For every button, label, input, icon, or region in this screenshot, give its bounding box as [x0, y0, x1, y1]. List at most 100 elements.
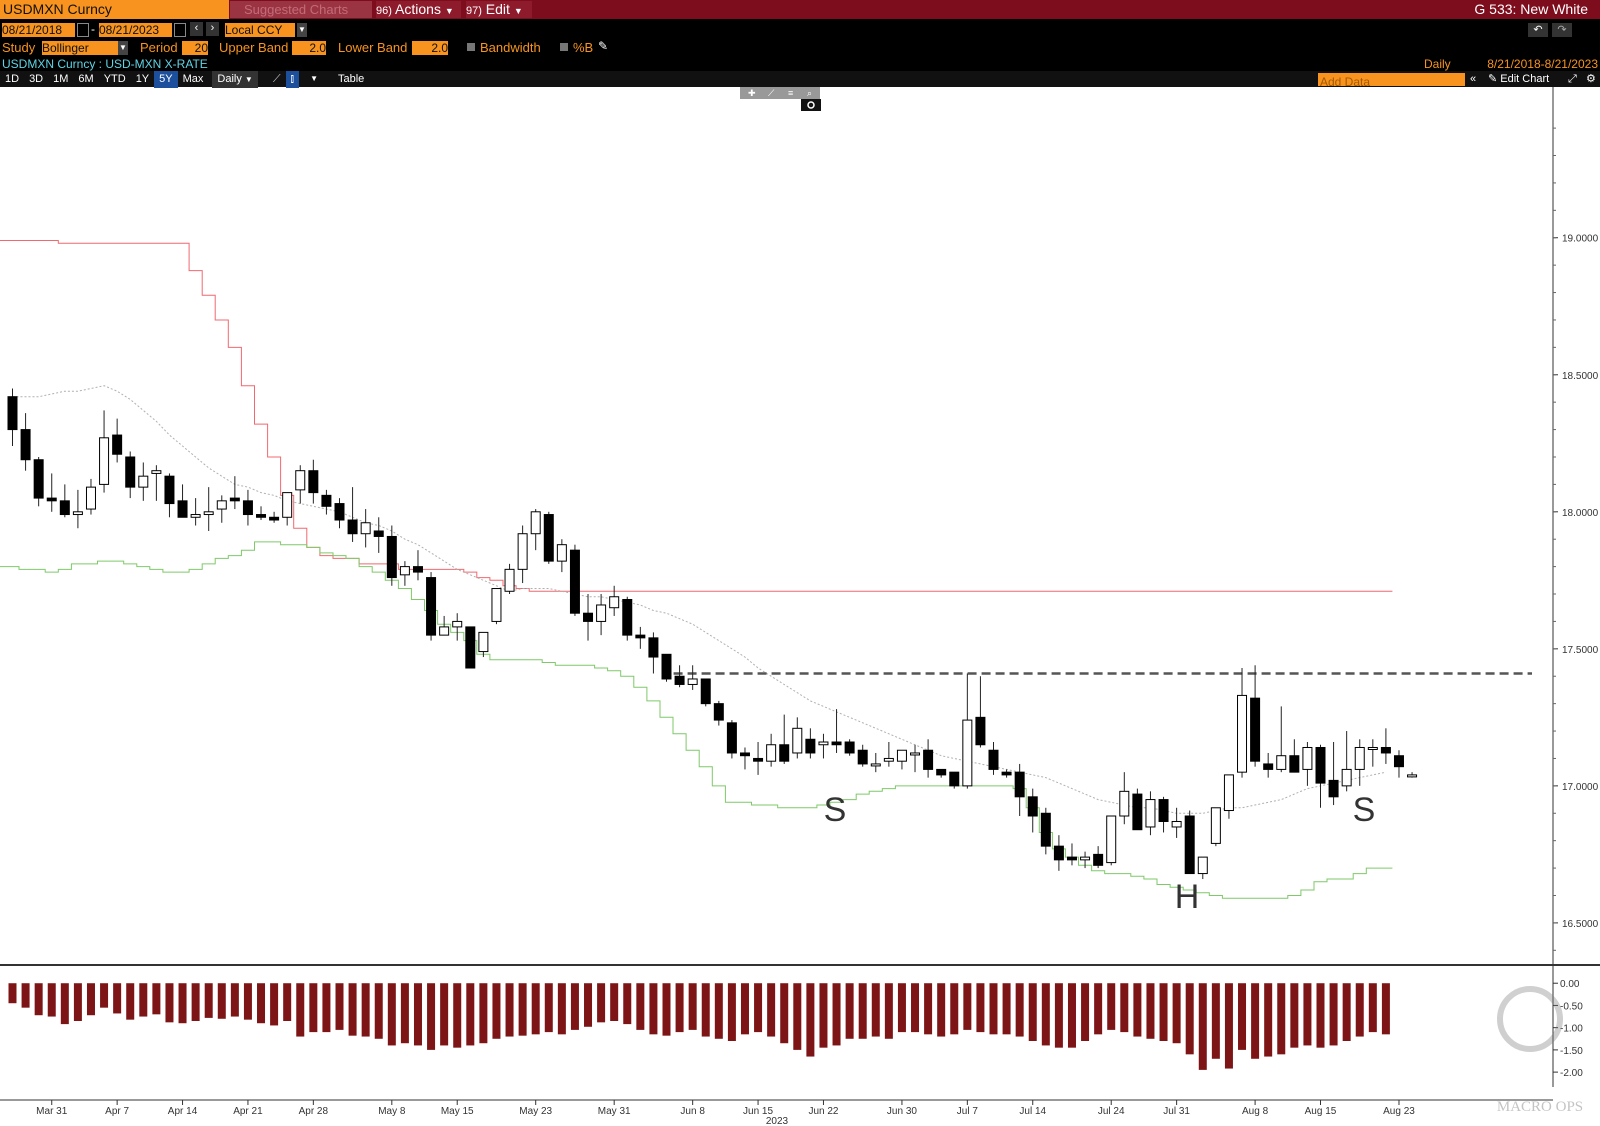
resize-icon[interactable]: ⤢	[1568, 73, 1577, 85]
chart-tool-palette[interactable]: ✚ ⟋ ≡ ⌕	[740, 87, 821, 111]
pctb-bar	[257, 983, 266, 1024]
next-arrow-icon[interactable]: ›	[206, 22, 219, 36]
pctb-bar	[701, 983, 710, 1037]
study-select[interactable]: Bollinger	[42, 41, 126, 55]
table-button[interactable]: Table	[338, 73, 365, 85]
tab-6m[interactable]: 6M	[78, 73, 94, 85]
pctb-bar	[113, 983, 122, 1014]
actions-label: Actions	[395, 1, 441, 17]
candle-body	[269, 516, 280, 521]
pctb-bar	[296, 983, 305, 1037]
pctb-bar	[348, 983, 357, 1036]
pctb-bar	[453, 983, 462, 1048]
tab-5y[interactable]: 5Y	[154, 71, 178, 88]
candle-body	[360, 522, 371, 535]
suggested-charts-button[interactable]: Suggested Charts	[230, 1, 372, 18]
pctb-bar	[871, 983, 880, 1037]
ticker-input[interactable]: USDMXN Curncy	[0, 0, 229, 19]
draw-line-icon[interactable]: ⟋	[768, 88, 775, 98]
top-toolbar: USDMXN Curncy Suggested Charts 96) Actio…	[0, 0, 1600, 19]
candle-body	[596, 604, 607, 622]
candle-body	[1053, 845, 1064, 861]
x-tick-label: Apr 21	[233, 1106, 263, 1117]
candle-body	[229, 497, 240, 502]
line-chart-icon[interactable]: ⟋	[272, 73, 281, 85]
pctb-bar	[819, 983, 828, 1048]
prev-arrow-icon[interactable]: ‹	[190, 22, 203, 36]
watermark-text: MACRO OPS	[1497, 1099, 1583, 1115]
candle-body	[112, 434, 123, 455]
period-input[interactable]: 20	[182, 41, 208, 55]
candle-body	[700, 678, 711, 705]
tab-ytd[interactable]: YTD	[103, 73, 126, 85]
edit-menu[interactable]: 97) Edit ▼	[466, 1, 532, 18]
text-tool-icon[interactable]: ≡	[788, 88, 793, 98]
candle-body	[530, 511, 541, 535]
pctb-bar	[754, 983, 763, 1033]
lower-band-input[interactable]: 2.0	[412, 41, 448, 55]
currency-select[interactable]: Local CCY	[225, 23, 295, 37]
pctb-bar	[1120, 983, 1129, 1033]
upper-band-input[interactable]: 2.0	[292, 41, 326, 55]
start-date-input[interactable]: 08/21/2018	[2, 23, 75, 37]
candle-body	[622, 598, 633, 636]
candle-body	[295, 470, 306, 491]
pencil-icon[interactable]: ✎	[598, 39, 609, 53]
candle-body	[347, 519, 358, 535]
chevron-down-icon[interactable]: ▼	[118, 41, 128, 55]
add-data-input[interactable]: Add Data	[1318, 73, 1465, 89]
x-tick-label: May 15	[441, 1106, 474, 1117]
calendar-icon[interactable]	[77, 23, 89, 37]
candle-body	[674, 675, 685, 685]
bandwidth-checkbox[interactable]	[467, 43, 475, 51]
candle-body	[72, 511, 83, 516]
pctb-checkbox[interactable]	[560, 43, 568, 51]
candle-body	[1315, 746, 1326, 784]
pctb-bar	[740, 983, 749, 1035]
x-axis: Mar 31 Apr 7 Apr 14 Apr 21 Apr 28 May 8 May 15…	[0, 1099, 1553, 1126]
end-date-input[interactable]: 08/21/2023	[99, 23, 172, 37]
redo-icon[interactable]: ↷	[1552, 23, 1572, 37]
tab-3d[interactable]: 3D	[29, 73, 44, 85]
candle-body	[125, 456, 136, 488]
pctb-bar	[858, 983, 867, 1039]
pctb-bar	[1107, 983, 1116, 1030]
gear-icon[interactable]: ⚙	[1586, 73, 1596, 85]
pctb-bar	[1224, 983, 1233, 1069]
x-tick-label: May 23	[519, 1106, 552, 1117]
crosshair-icon[interactable]: ✚	[748, 88, 756, 98]
x-tick-label: Jul 7	[957, 1106, 979, 1117]
pctb-bar	[714, 983, 723, 1039]
zoom-icon[interactable]: ⌕	[807, 88, 812, 98]
candle-body	[753, 757, 764, 762]
candle-body	[373, 530, 384, 537]
tab-1d[interactable]: 1D	[5, 73, 20, 85]
frequency-label: Daily	[1424, 57, 1451, 71]
candle-body	[1237, 694, 1248, 773]
candle-body	[203, 511, 214, 516]
chevron-down-icon[interactable]: ▼	[310, 74, 318, 83]
candle-body	[857, 749, 868, 765]
pctb-bar	[1290, 983, 1299, 1048]
tab-1y[interactable]: 1Y	[135, 73, 150, 85]
tab-max[interactable]: Max	[182, 73, 204, 85]
candle-body	[452, 620, 463, 628]
tab-1m[interactable]: 1M	[53, 73, 69, 85]
calendar-icon[interactable]	[174, 23, 186, 37]
security-description: USDMXN Curncy : USD-MXN X-RATE	[2, 57, 208, 71]
pctb-bar	[413, 983, 422, 1046]
undo-icon[interactable]: ↶	[1528, 23, 1548, 37]
chart-canvas[interactable]: 19.0000 18.5000 18.0000 17.5000 17.0000 16.50…	[0, 87, 1600, 1126]
pctb-bar	[688, 983, 697, 1030]
chevron-down-icon[interactable]: ▼	[297, 23, 307, 37]
lower-band-line	[0, 541, 1393, 899]
frequency-select[interactable]: Daily ▼	[212, 71, 258, 88]
edit-chart-button[interactable]: ✎ Edit Chart	[1488, 71, 1549, 87]
actions-menu[interactable]: 96) Actions ▼	[376, 1, 461, 18]
pctb-bar	[152, 983, 161, 1015]
record-icon[interactable]	[807, 101, 815, 109]
collapse-icon[interactable]: «	[1470, 73, 1477, 85]
candle-body	[988, 749, 999, 770]
x-tick-label: May 8	[378, 1106, 406, 1117]
candle-chart-icon[interactable]: ⫾	[285, 71, 300, 88]
